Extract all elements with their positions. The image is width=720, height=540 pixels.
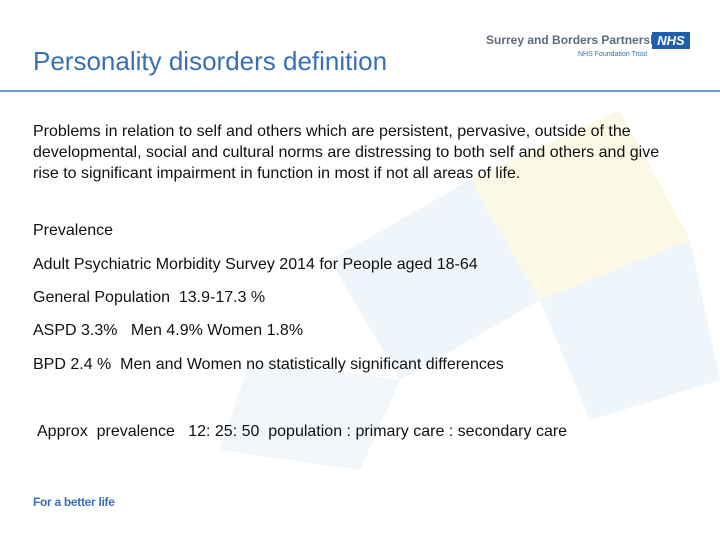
- prevalence-heading: Prevalence: [33, 222, 114, 239]
- footer-tagline: For a better life: [33, 495, 115, 509]
- bpd-line: BPD 2.4 % Men and Women no statistically…: [33, 356, 504, 373]
- logo-subtitle: NHS Foundation Trust: [578, 51, 648, 58]
- approx-prevalence-line: Approx prevalence 12: 25: 50 population …: [37, 423, 568, 440]
- aspd-line: ASPD 3.3% Men 4.9% Women 1.8%: [33, 322, 304, 339]
- title-divider: [0, 90, 720, 92]
- logo-org-name: Surrey and Borders Partnership: [486, 33, 669, 47]
- nhs-badge: NHS: [652, 32, 690, 49]
- general-population-line: General Population 13.9-17.3 %: [33, 289, 266, 306]
- survey-line: Adult Psychiatric Morbidity Survey 2014 …: [33, 256, 478, 273]
- definition-paragraph: Problems in relation to self and others …: [33, 123, 660, 182]
- page-title: Personality disorders definition: [33, 46, 388, 76]
- org-logo: Surrey and Borders Partnership NHS NHS F…: [486, 32, 690, 62]
